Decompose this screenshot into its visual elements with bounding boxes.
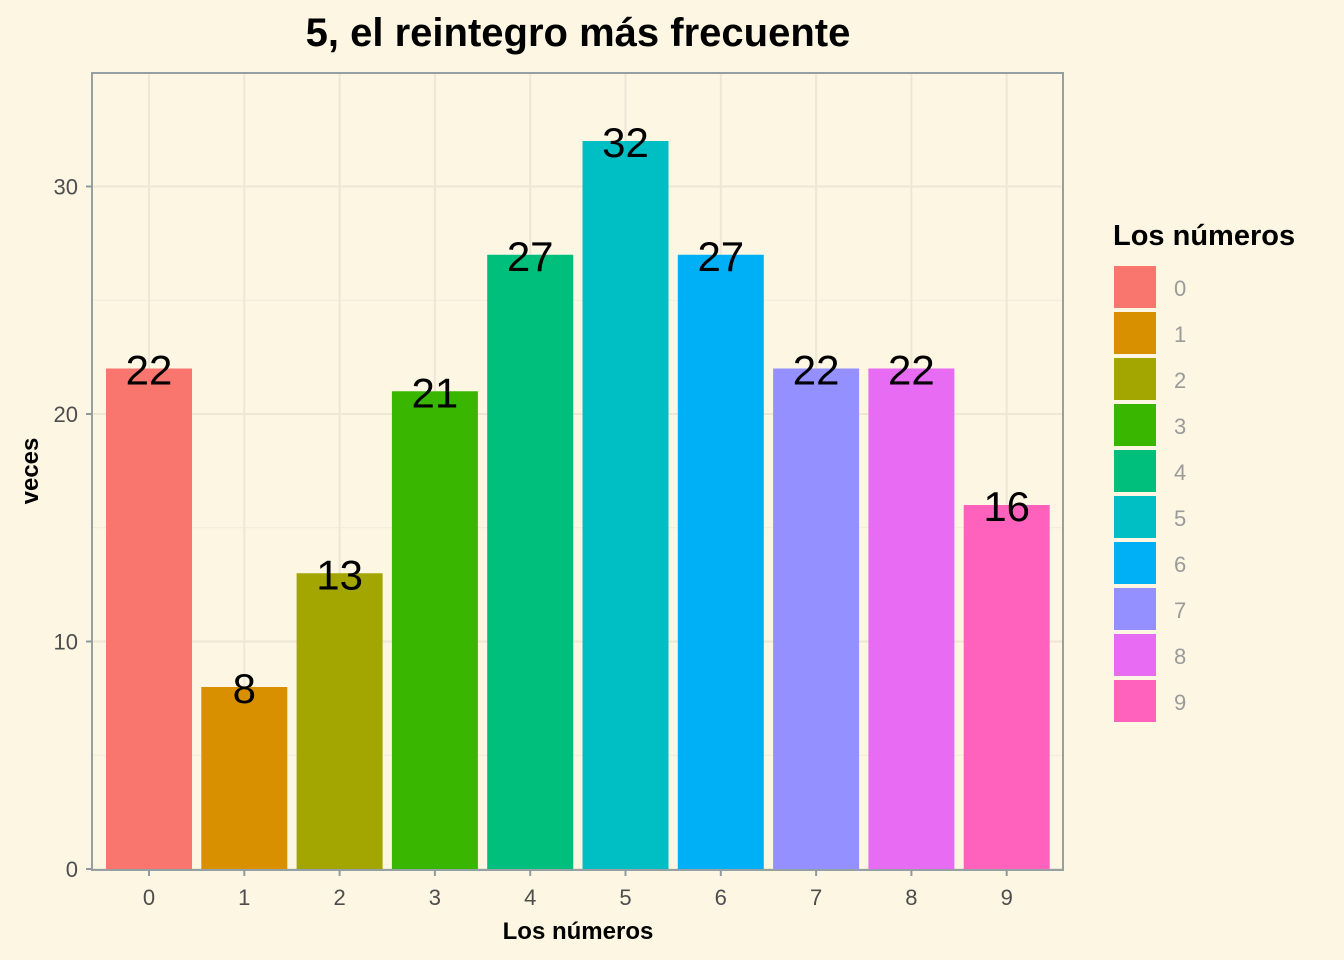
legend-label-7: 7 xyxy=(1174,598,1186,623)
bars-group xyxy=(106,141,1050,869)
data-label-5: 32 xyxy=(602,119,649,166)
legend-label-0: 0 xyxy=(1174,276,1186,301)
legend-label-9: 9 xyxy=(1174,690,1186,715)
y-tick-label: 30 xyxy=(54,175,78,200)
legend-key-7 xyxy=(1114,588,1156,630)
x-tick-label: 7 xyxy=(810,885,822,910)
axes-group xyxy=(91,72,1064,871)
legend-key-9 xyxy=(1114,680,1156,722)
data-label-9: 16 xyxy=(983,483,1030,530)
y-tick-label: 20 xyxy=(54,402,78,427)
data-label-6: 27 xyxy=(697,233,744,280)
bar-7 xyxy=(773,368,860,869)
bar-0 xyxy=(106,368,192,869)
y-axis-title: veces xyxy=(17,438,44,505)
data-label-2: 13 xyxy=(316,551,363,598)
data-label-7: 22 xyxy=(793,347,840,394)
legend-key-8 xyxy=(1114,634,1156,676)
bar-4 xyxy=(487,254,574,869)
x-tick-label: 1 xyxy=(238,885,250,910)
legend-label-8: 8 xyxy=(1174,644,1186,669)
legend-label-2: 2 xyxy=(1174,368,1186,393)
x-tick-label: 6 xyxy=(715,885,727,910)
x-tick-labels: 0 1 2 3 4 5 6 7 8 9 xyxy=(143,870,1013,910)
legend-title: Los números xyxy=(1113,220,1295,252)
data-label-1: 8 xyxy=(233,665,256,712)
x-tick-label: 2 xyxy=(333,885,345,910)
legend-key-3 xyxy=(1114,404,1156,446)
x-tick-label: 9 xyxy=(1001,885,1013,910)
legend-key-4 xyxy=(1114,450,1156,492)
legend-label-1: 1 xyxy=(1174,322,1186,347)
data-label-8: 22 xyxy=(888,347,935,394)
legend-items: 0 1 2 3 4 5 6 7 8 9 xyxy=(1114,266,1186,722)
y-tick-labels: 0 10 20 30 xyxy=(54,175,92,882)
chart-title: 5, el reintegro más frecuente xyxy=(306,11,851,55)
legend-key-1 xyxy=(1114,312,1156,354)
bar-6 xyxy=(677,254,764,869)
data-labels-group: 22 8 13 21 27 32 27 22 22 16 xyxy=(126,119,1030,712)
data-label-4: 27 xyxy=(507,233,554,280)
bar-2 xyxy=(296,573,383,869)
panel-border xyxy=(91,72,1064,871)
x-tick-label: 3 xyxy=(429,885,441,910)
legend-label-3: 3 xyxy=(1174,414,1186,439)
legend-label-4: 4 xyxy=(1174,460,1186,485)
data-label-0: 22 xyxy=(126,347,173,394)
bar-8 xyxy=(868,368,955,869)
y-tick-label: 10 xyxy=(54,630,78,655)
bar-1 xyxy=(201,687,288,869)
x-tick-label: 0 xyxy=(143,885,155,910)
bar-3 xyxy=(391,391,478,869)
y-tick-label: 0 xyxy=(66,857,78,882)
legend-label-6: 6 xyxy=(1174,552,1186,577)
x-tick-label: 5 xyxy=(619,885,631,910)
legend: Los números 0 1 2 3 4 5 6 7 8 9 xyxy=(1113,220,1295,722)
x-tick-label: 4 xyxy=(524,885,536,910)
legend-key-6 xyxy=(1114,542,1156,584)
bar-5 xyxy=(582,141,669,869)
bar-9 xyxy=(963,505,1050,869)
legend-key-5 xyxy=(1114,496,1156,538)
legend-label-5: 5 xyxy=(1174,506,1186,531)
legend-key-0 xyxy=(1114,266,1156,308)
x-tick-label: 8 xyxy=(905,885,917,910)
data-label-3: 21 xyxy=(412,369,459,416)
x-axis-title: Los números xyxy=(503,918,654,945)
legend-key-2 xyxy=(1114,358,1156,400)
